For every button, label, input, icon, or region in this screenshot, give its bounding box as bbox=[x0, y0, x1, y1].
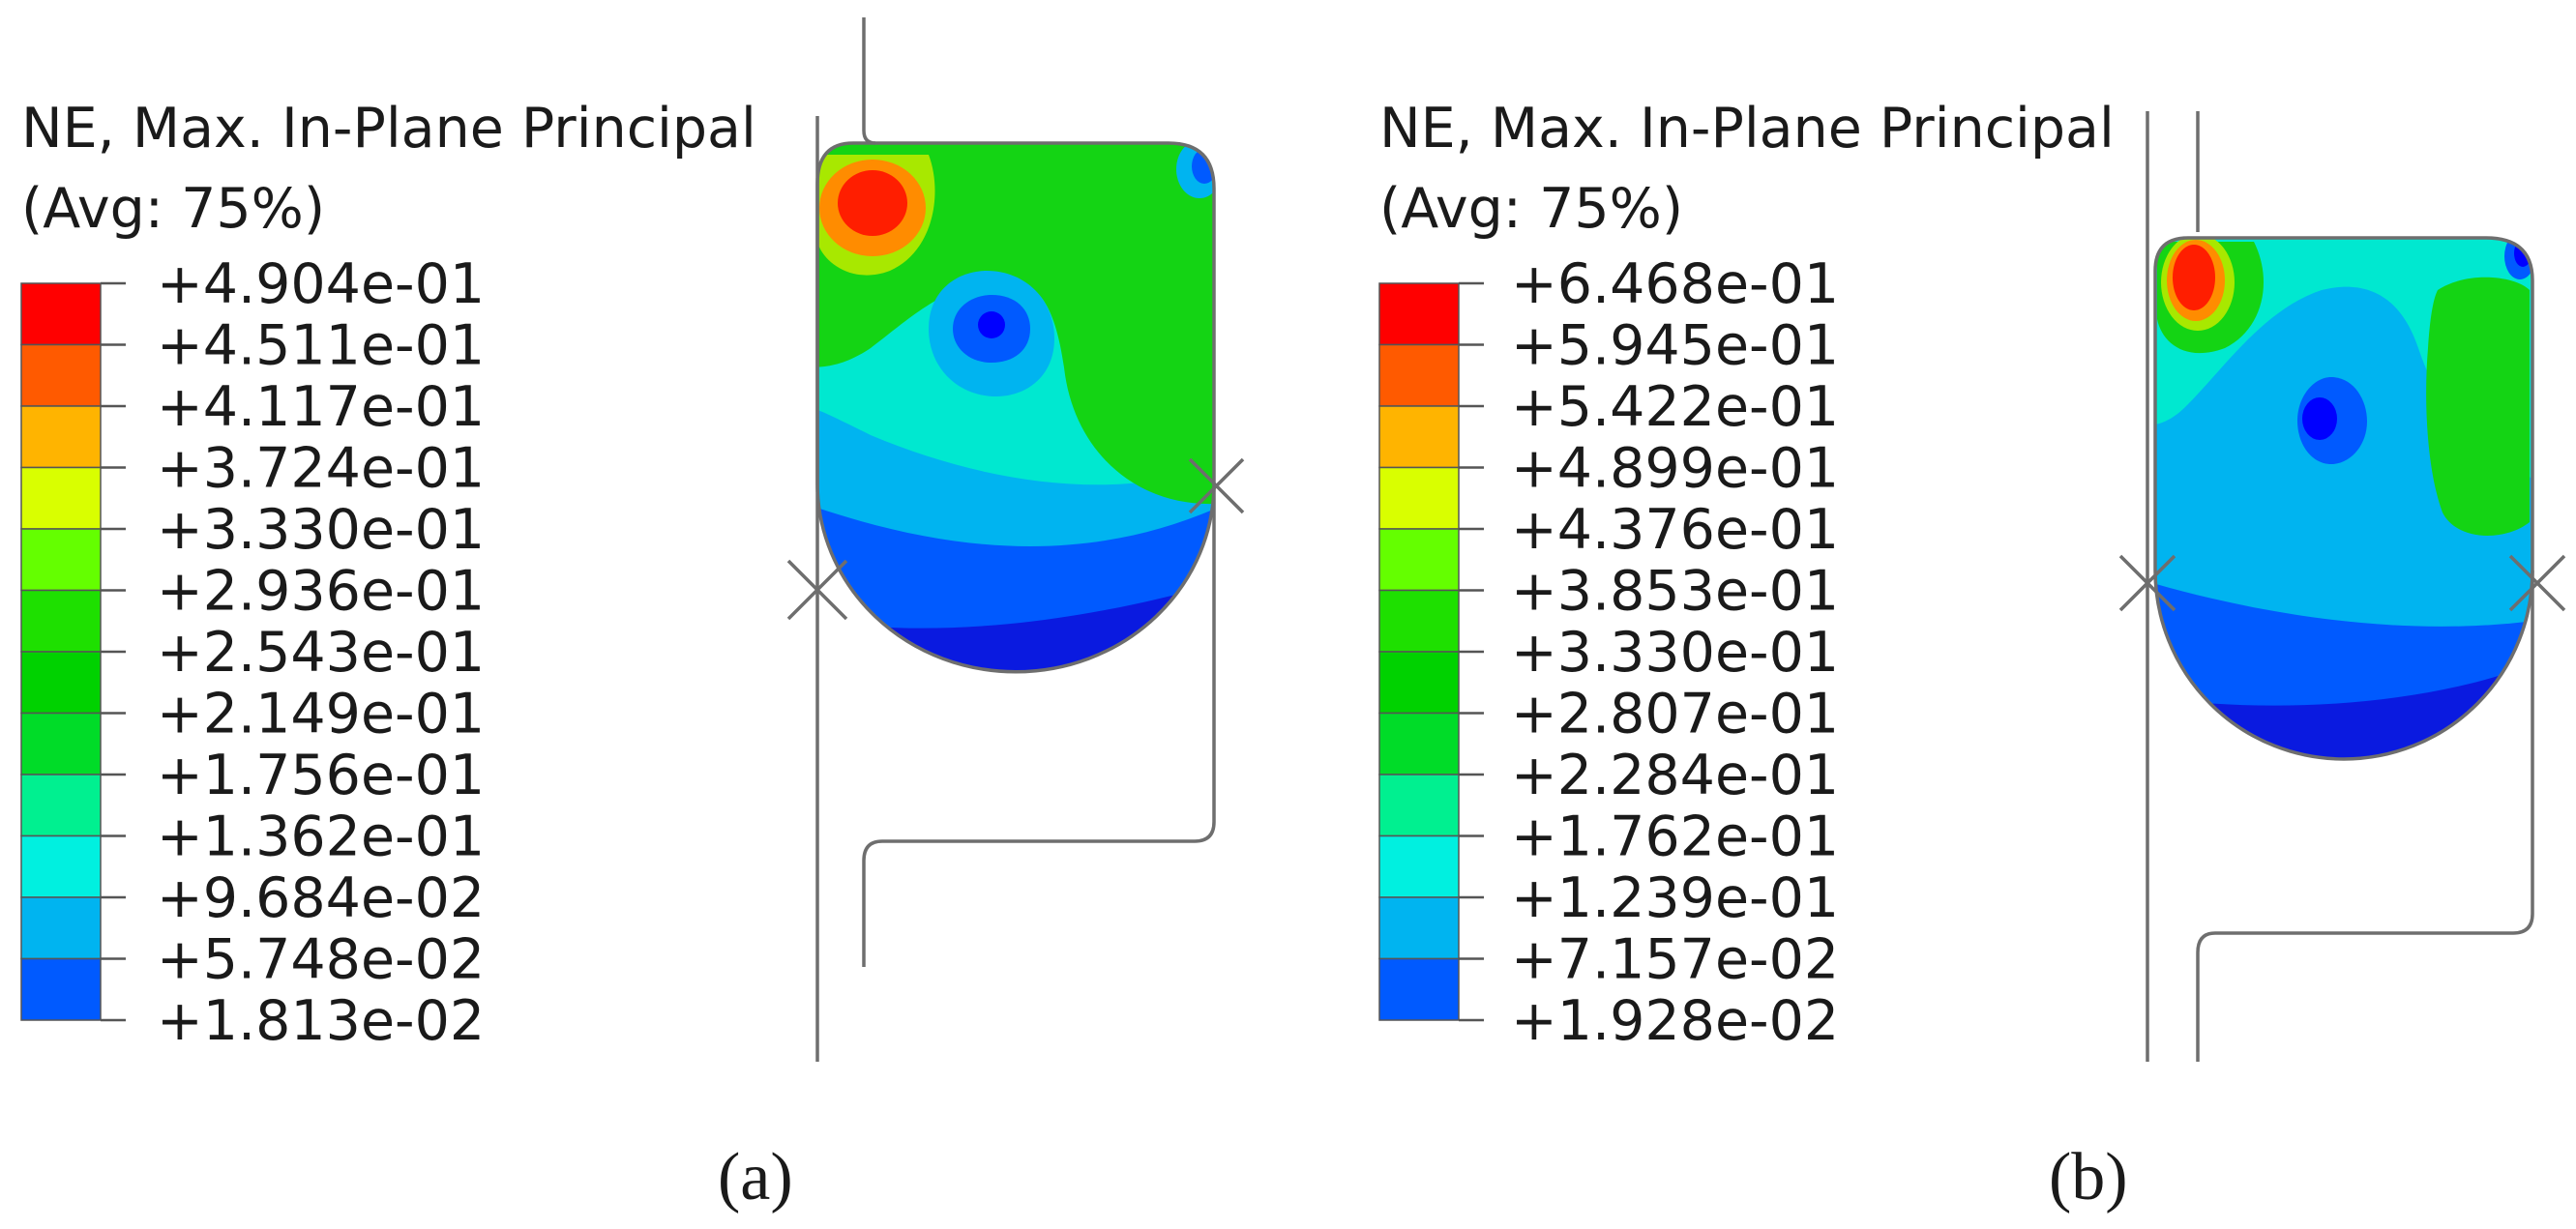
legend-value: +2.936e-01 bbox=[157, 560, 485, 624]
legend-value: +4.899e-01 bbox=[1511, 437, 1839, 501]
legend-swatch bbox=[20, 957, 102, 1021]
contour-outline-b bbox=[2153, 236, 2534, 761]
legend-value: +7.157e-02 bbox=[1511, 928, 1839, 992]
legend-value: +6.468e-01 bbox=[1511, 252, 1839, 316]
legend-swatch bbox=[1378, 528, 1460, 592]
legend-b-subtitle: (Avg: 75%) bbox=[1379, 177, 1683, 241]
legend-swatch bbox=[20, 528, 102, 592]
legend-value: +3.330e-01 bbox=[157, 498, 485, 562]
legend-swatch bbox=[1378, 896, 1460, 960]
panel-b: NE, Max. In-Plane Principal (Avg: 75%) +… bbox=[1378, 97, 2566, 1214]
legend-value: +4.904e-01 bbox=[157, 252, 485, 316]
legend-value: +1.813e-02 bbox=[157, 989, 485, 1053]
legend-value: +2.149e-01 bbox=[157, 683, 485, 746]
legend-swatch bbox=[20, 466, 102, 530]
legend-b-title: NE, Max. In-Plane Principal bbox=[1379, 97, 2115, 161]
legend-swatch bbox=[1378, 589, 1460, 653]
legend-swatch bbox=[20, 834, 102, 898]
contour-body-b bbox=[2155, 238, 2532, 759]
legend-swatch bbox=[1378, 834, 1460, 898]
legend-a-title: NE, Max. In-Plane Principal bbox=[21, 97, 756, 161]
legend-value: +5.422e-01 bbox=[1511, 375, 1839, 439]
legend-value: +3.330e-01 bbox=[1511, 621, 1839, 685]
die-outline-a bbox=[786, 17, 1245, 1062]
legend-value: +4.117e-01 bbox=[157, 375, 485, 439]
legend-swatch bbox=[1378, 774, 1460, 837]
legend-swatch bbox=[20, 343, 102, 407]
panel-a: NE, Max. In-Plane Principal (Avg: 75%) +… bbox=[20, 17, 1245, 1214]
legend-swatch bbox=[20, 896, 102, 960]
legend-value: +3.853e-01 bbox=[1511, 560, 1839, 624]
legend-a: NE, Max. In-Plane Principal (Avg: 75%) +… bbox=[20, 97, 756, 1053]
legend-swatch bbox=[20, 589, 102, 653]
legend-swatch bbox=[1378, 405, 1460, 469]
legend-swatch bbox=[1378, 466, 1460, 530]
legend-value: +9.684e-02 bbox=[157, 866, 485, 930]
legend-a-colorbar bbox=[20, 282, 102, 1021]
legend-value: +1.928e-02 bbox=[1511, 989, 1839, 1053]
legend-value: +4.511e-01 bbox=[157, 314, 485, 378]
legend-value: +1.362e-01 bbox=[157, 805, 485, 869]
die-outline-b bbox=[2118, 111, 2566, 1062]
legend-value: +4.376e-01 bbox=[1511, 498, 1839, 562]
legend-b: NE, Max. In-Plane Principal (Avg: 75%) +… bbox=[1378, 97, 2115, 1053]
legend-swatch bbox=[1378, 957, 1460, 1021]
legend-a-subtitle: (Avg: 75%) bbox=[21, 177, 325, 241]
legend-swatch bbox=[20, 774, 102, 837]
legend-value: +5.945e-01 bbox=[1511, 314, 1839, 378]
legend-value: +1.239e-01 bbox=[1511, 866, 1839, 930]
legend-b-colorbar bbox=[1378, 282, 1460, 1021]
legend-swatch bbox=[1378, 712, 1460, 775]
legend-value: +5.748e-02 bbox=[157, 928, 485, 992]
contour-body-a bbox=[817, 143, 1214, 672]
legend-swatch bbox=[1378, 651, 1460, 715]
legend-a-values: +4.904e-01+4.511e-01+4.117e-01+3.724e-01… bbox=[101, 252, 485, 1053]
legend-swatch bbox=[20, 712, 102, 775]
legend-swatch bbox=[20, 405, 102, 469]
legend-value: +2.543e-01 bbox=[157, 621, 485, 685]
legend-swatch bbox=[20, 282, 102, 346]
legend-value: +1.756e-01 bbox=[157, 744, 485, 807]
legend-b-values: +6.468e-01+5.945e-01+5.422e-01+4.899e-01… bbox=[1459, 252, 1839, 1053]
legend-value: +1.762e-01 bbox=[1511, 805, 1839, 869]
legend-value: +2.807e-01 bbox=[1511, 683, 1839, 746]
legend-swatch bbox=[20, 651, 102, 715]
panel-b-label: (b) bbox=[2049, 1140, 2128, 1214]
panel-a-label: (a) bbox=[718, 1140, 793, 1214]
legend-swatch bbox=[1378, 343, 1460, 407]
legend-value: +2.284e-01 bbox=[1511, 744, 1839, 807]
legend-swatch bbox=[1378, 282, 1460, 346]
legend-value: +3.724e-01 bbox=[157, 437, 485, 501]
